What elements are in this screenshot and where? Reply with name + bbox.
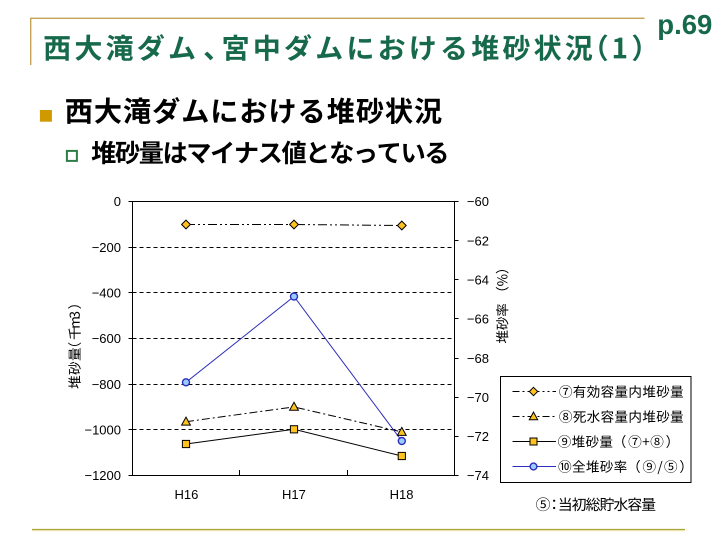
svg-text:−62: −62 [467,233,489,248]
svg-text:H17: H17 [282,487,306,502]
svg-text:−70: −70 [467,390,489,405]
svg-text:0: 0 [114,194,121,209]
svg-text:−800: −800 [92,377,121,392]
svg-text:−1000: −1000 [84,423,121,438]
svg-text:−74: −74 [467,468,489,483]
svg-text:−600: −600 [92,331,121,346]
svg-text:−400: −400 [92,286,121,301]
svg-text:−72: −72 [467,429,489,444]
svg-text:−68: −68 [467,351,489,366]
svg-text:−66: −66 [467,312,489,327]
svg-text:p.69: p.69 [657,9,712,40]
svg-text:−200: −200 [92,240,121,255]
svg-text:H16: H16 [174,487,198,502]
svg-text:H18: H18 [390,487,414,502]
svg-text:−60: −60 [467,194,489,209]
svg-text:−64: −64 [467,273,489,288]
svg-text:−1200: −1200 [84,468,121,483]
